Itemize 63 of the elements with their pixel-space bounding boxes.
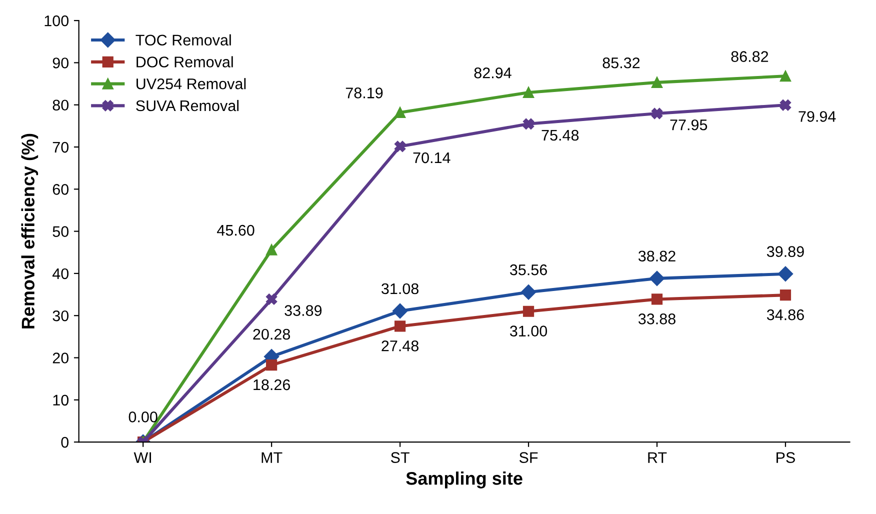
point	[520, 284, 536, 300]
point	[522, 118, 534, 130]
point	[394, 320, 406, 332]
legend-label: SUVA Removal	[136, 100, 239, 112]
point	[266, 244, 278, 256]
data-label: 0.00	[128, 412, 158, 422]
data-label: 82.94	[474, 68, 512, 78]
data-label: 85.32	[602, 57, 640, 68]
y-tick-label: 50	[52, 226, 69, 237]
x-tick-label: RT	[648, 452, 667, 463]
y-tick-label: 90	[52, 58, 69, 68]
legend-label: DOC Removal	[136, 56, 233, 68]
x-tick-label: SF	[519, 452, 538, 463]
data-label: 33.88	[638, 314, 676, 324]
point	[392, 303, 408, 319]
point	[778, 266, 794, 282]
x-tick-label: ST	[390, 452, 410, 463]
y-tick-label: 60	[52, 184, 69, 195]
y-tick-label: 10	[53, 394, 69, 406]
x-tick-label: MT	[262, 452, 282, 463]
y-tick-label: 80	[52, 100, 69, 111]
data-label: 70.14	[413, 152, 450, 164]
point	[522, 86, 534, 98]
data-label: 18.26	[254, 379, 290, 390]
y-tick-label: 20	[52, 352, 69, 364]
data-label: 75.48	[542, 130, 579, 141]
x-axis-title: Sampling site	[406, 472, 522, 488]
point	[651, 108, 663, 120]
point	[780, 70, 792, 82]
y-tick-label: 40	[52, 268, 69, 280]
point	[522, 306, 534, 317]
data-label: 35.56	[510, 264, 547, 276]
point	[651, 294, 663, 305]
data-label: 38.82	[638, 250, 676, 262]
legend-label: UV254 Removal	[136, 78, 246, 90]
point	[394, 140, 406, 152]
legend-label: TOC Removal	[136, 34, 231, 46]
data-label: 27.48	[382, 340, 418, 352]
point	[649, 270, 665, 286]
x-tick-label: WI	[134, 452, 152, 463]
point	[394, 106, 406, 118]
data-label: 31.00	[510, 326, 548, 336]
data-label: 86.82	[731, 51, 768, 62]
data-label: 79.94	[798, 111, 836, 122]
y-tick-label: 70	[52, 142, 69, 153]
data-label: 39.89	[766, 246, 804, 258]
y-axis-title: Removal efficiency (%)	[21, 134, 38, 328]
data-label: 33.89	[284, 305, 322, 316]
point	[780, 290, 792, 301]
point	[651, 76, 663, 88]
x-tick-label: PS	[776, 452, 795, 463]
data-label: 20.28	[253, 328, 290, 340]
point	[266, 360, 278, 371]
data-label: 45.60	[217, 224, 254, 236]
point	[266, 294, 278, 305]
y-tick-label: 0	[61, 436, 69, 448]
y-tick-label: 100	[44, 15, 69, 26]
data-label: 77.95	[670, 119, 708, 130]
data-label: 34.86	[766, 309, 804, 320]
y-tick-label: 30	[52, 310, 69, 322]
data-label: 31.08	[382, 283, 418, 294]
data-label: 78.19	[346, 88, 383, 98]
point	[780, 100, 792, 111]
